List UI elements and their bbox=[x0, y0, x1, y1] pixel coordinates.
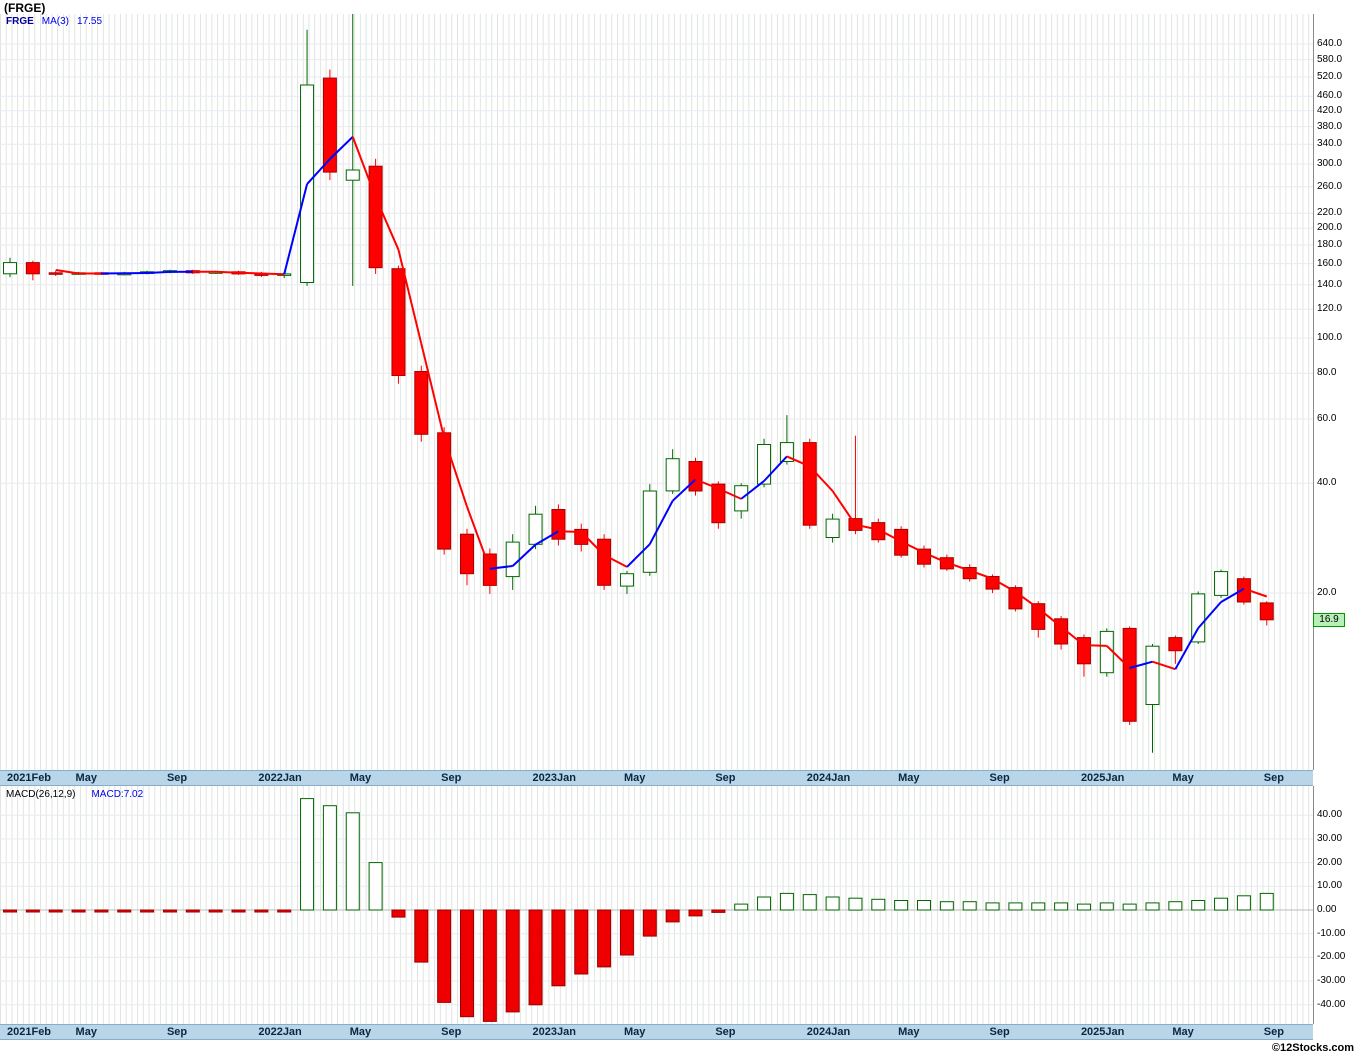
price-axis: 640.0 580.0 520.0 460.0 420.0 380.0 340.0 300.0… bbox=[1313, 14, 1360, 770]
macd-indicator-label: MACD(26,12,9) bbox=[6, 789, 76, 800]
x-axis-label: 2021Feb bbox=[7, 1026, 52, 1038]
x-axis-strip-bottom: 2021Feb May Sep 2022Jan May Sep 2023Jan May Sep 2… bbox=[0, 1024, 1313, 1040]
price-tick-label: 420.0 bbox=[1317, 104, 1343, 116]
ma-indicator-label: MA(3) bbox=[41, 16, 70, 27]
x-axis-label: May bbox=[1172, 772, 1194, 784]
x-axis-label: May bbox=[623, 1026, 646, 1038]
macd-tick-label: -30.00 bbox=[1317, 975, 1346, 987]
price-tick-label: 120.0 bbox=[1317, 303, 1343, 315]
macd-tick-label: 20.00 bbox=[1317, 856, 1343, 868]
x-axis-label: May bbox=[349, 772, 372, 784]
x-axis-label: Sep bbox=[715, 1026, 736, 1038]
price-tick-label: 80.0 bbox=[1317, 367, 1337, 379]
vertical-gridlines bbox=[0, 14, 1310, 770]
horizontal-gridlines bbox=[0, 43, 1313, 594]
symbol-label: FRGE bbox=[6, 16, 34, 27]
ma-indicator-value: 17.55 bbox=[77, 16, 103, 27]
x-axis-label: May bbox=[349, 1026, 372, 1038]
price-tick-label: 380.0 bbox=[1317, 120, 1343, 132]
x-axis-label: May bbox=[1172, 1026, 1194, 1038]
x-axis-label: Sep bbox=[166, 772, 188, 784]
price-tick-label: 340.0 bbox=[1317, 138, 1343, 150]
price-tick-label: 140.0 bbox=[1317, 278, 1343, 290]
x-axis-label: 2022Jan bbox=[258, 772, 302, 784]
x-axis-label: Sep bbox=[166, 1026, 188, 1038]
x-axis-label: Sep bbox=[441, 1026, 462, 1038]
x-axis-label: 2024Jan bbox=[806, 1026, 851, 1038]
price-tick-label: 300.0 bbox=[1317, 158, 1343, 170]
x-axis-label: 2021Feb bbox=[7, 772, 52, 784]
macd-histogram-chart bbox=[0, 786, 1314, 1024]
price-chart-legend: FRGE MA(3) 17.55 bbox=[6, 16, 110, 27]
x-axis-label: May bbox=[623, 772, 646, 784]
current-price-tag: 16.9 bbox=[1313, 613, 1345, 627]
macd-tick-label: -40.00 bbox=[1317, 998, 1346, 1010]
price-tick-label: 160.0 bbox=[1317, 257, 1343, 269]
ma3-line bbox=[55, 136, 1268, 671]
x-axis-label: Sep bbox=[441, 772, 462, 784]
price-candlestick-chart bbox=[0, 14, 1314, 770]
x-axis-label: May bbox=[898, 1026, 920, 1038]
price-tick-label: 60.0 bbox=[1317, 413, 1337, 425]
x-axis-strip-top: 2021Feb May Sep 2022Jan May Sep 2023Jan May Sep 2… bbox=[0, 770, 1313, 786]
macd-tick-label: 30.00 bbox=[1317, 832, 1343, 844]
macd-bars bbox=[3, 798, 1274, 1022]
x-axis-label: Sep bbox=[715, 772, 736, 784]
macd-legend: MACD(26,12,9) MACD:7.02 bbox=[6, 789, 143, 800]
price-tick-label: 100.0 bbox=[1317, 332, 1343, 344]
x-axis-label: May bbox=[75, 1026, 97, 1038]
x-axis-label: May bbox=[75, 772, 97, 784]
price-tick-label: 640.0 bbox=[1317, 38, 1343, 49]
price-tick-label: 460.0 bbox=[1317, 90, 1343, 102]
macd-axis: 40.00 30.00 20.00 10.00 0.00 -10.00 -20.00 -30.… bbox=[1313, 786, 1360, 1024]
macd-tick-label: 40.00 bbox=[1317, 809, 1343, 821]
macd-tick-label: 0.00 bbox=[1317, 904, 1337, 915]
x-axis-label: 2023Jan bbox=[532, 772, 576, 784]
candles bbox=[3, 14, 1274, 753]
price-tick-label: 180.0 bbox=[1317, 238, 1343, 250]
price-tick-label: 200.0 bbox=[1317, 222, 1343, 234]
x-axis-label: 2022Jan bbox=[258, 1026, 302, 1038]
price-tick-label: 220.0 bbox=[1317, 207, 1343, 219]
macd-indicator-value: MACD:7.02 bbox=[91, 789, 144, 800]
price-tick-label: 260.0 bbox=[1317, 180, 1343, 192]
x-axis-label: 2024Jan bbox=[806, 772, 851, 784]
x-axis-label: Sep bbox=[1263, 772, 1284, 784]
price-tick-label: 520.0 bbox=[1317, 70, 1343, 82]
macd-tick-label: -20.00 bbox=[1317, 951, 1346, 963]
x-axis-label: 2023Jan bbox=[532, 1026, 576, 1038]
x-axis-label: Sep bbox=[1263, 1026, 1284, 1038]
x-axis-label: 2025Jan bbox=[1080, 772, 1125, 784]
x-axis-label: Sep bbox=[989, 1026, 1010, 1038]
price-tick-label: 20.0 bbox=[1317, 587, 1337, 599]
watermark-link[interactable]: ©12Stocks.com bbox=[1271, 1042, 1354, 1054]
page-title: (FRGE) bbox=[4, 1, 46, 15]
price-tick-label: 580.0 bbox=[1317, 53, 1343, 65]
price-tick-label: 40.0 bbox=[1317, 477, 1337, 489]
macd-tick-label: 10.00 bbox=[1317, 880, 1343, 892]
x-axis-label: May bbox=[898, 772, 920, 784]
x-axis-label: 2025Jan bbox=[1080, 1026, 1125, 1038]
macd-tick-label: -10.00 bbox=[1317, 927, 1346, 939]
x-axis-label: Sep bbox=[989, 772, 1010, 784]
